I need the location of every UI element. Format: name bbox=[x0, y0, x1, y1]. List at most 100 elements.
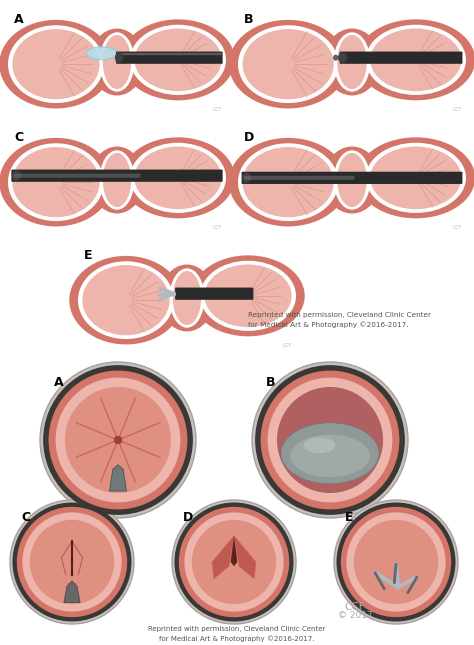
FancyBboxPatch shape bbox=[14, 174, 140, 178]
Ellipse shape bbox=[365, 25, 466, 95]
Text: A: A bbox=[14, 13, 24, 26]
Ellipse shape bbox=[200, 261, 296, 331]
FancyBboxPatch shape bbox=[8, 126, 226, 234]
Ellipse shape bbox=[243, 29, 334, 99]
Circle shape bbox=[255, 365, 405, 515]
Ellipse shape bbox=[238, 143, 338, 221]
Text: E: E bbox=[345, 511, 354, 524]
Circle shape bbox=[179, 507, 289, 617]
Ellipse shape bbox=[0, 20, 113, 108]
Circle shape bbox=[22, 512, 122, 611]
Ellipse shape bbox=[121, 137, 235, 219]
Ellipse shape bbox=[130, 143, 226, 213]
Ellipse shape bbox=[229, 138, 347, 226]
Polygon shape bbox=[212, 536, 234, 579]
Ellipse shape bbox=[115, 52, 123, 63]
Text: CCF: CCF bbox=[453, 107, 462, 112]
Polygon shape bbox=[64, 581, 80, 602]
Circle shape bbox=[10, 500, 134, 624]
Ellipse shape bbox=[135, 146, 222, 209]
Ellipse shape bbox=[103, 35, 131, 89]
Ellipse shape bbox=[242, 173, 251, 183]
Circle shape bbox=[17, 507, 127, 617]
Circle shape bbox=[354, 520, 438, 604]
Text: C: C bbox=[14, 131, 23, 144]
Ellipse shape bbox=[103, 153, 131, 207]
Text: D: D bbox=[183, 511, 193, 524]
Ellipse shape bbox=[204, 264, 292, 327]
Circle shape bbox=[43, 365, 193, 515]
Ellipse shape bbox=[333, 55, 338, 61]
Text: Reprinted with permission, Cleveland Clinic Center
for Medical Art & Photography: Reprinted with permission, Cleveland Cli… bbox=[148, 626, 326, 642]
Circle shape bbox=[12, 502, 131, 622]
Ellipse shape bbox=[243, 147, 334, 217]
Circle shape bbox=[261, 371, 400, 510]
Ellipse shape bbox=[130, 25, 226, 95]
Circle shape bbox=[334, 500, 458, 624]
FancyBboxPatch shape bbox=[238, 126, 466, 234]
Polygon shape bbox=[109, 465, 127, 491]
Ellipse shape bbox=[337, 153, 367, 207]
Circle shape bbox=[268, 377, 392, 502]
Ellipse shape bbox=[12, 147, 100, 217]
Circle shape bbox=[184, 512, 283, 611]
Polygon shape bbox=[231, 536, 237, 566]
Ellipse shape bbox=[173, 271, 201, 325]
Ellipse shape bbox=[323, 28, 381, 95]
Ellipse shape bbox=[370, 146, 462, 209]
Text: E: E bbox=[84, 249, 92, 262]
Circle shape bbox=[48, 371, 187, 510]
Ellipse shape bbox=[8, 143, 104, 221]
FancyBboxPatch shape bbox=[8, 8, 226, 116]
Text: B: B bbox=[266, 376, 275, 389]
Ellipse shape bbox=[334, 150, 370, 210]
Ellipse shape bbox=[100, 150, 135, 210]
FancyBboxPatch shape bbox=[175, 288, 254, 300]
FancyBboxPatch shape bbox=[244, 176, 355, 180]
Ellipse shape bbox=[160, 264, 214, 332]
Circle shape bbox=[65, 387, 171, 493]
Ellipse shape bbox=[86, 47, 117, 60]
Ellipse shape bbox=[121, 19, 235, 101]
Text: © 2017: © 2017 bbox=[337, 611, 373, 620]
Ellipse shape bbox=[370, 28, 462, 91]
Circle shape bbox=[40, 362, 196, 518]
Ellipse shape bbox=[338, 52, 347, 63]
Ellipse shape bbox=[303, 437, 335, 453]
FancyBboxPatch shape bbox=[238, 8, 466, 116]
Ellipse shape bbox=[90, 28, 144, 95]
Circle shape bbox=[192, 520, 276, 604]
Ellipse shape bbox=[100, 32, 135, 92]
Ellipse shape bbox=[82, 265, 170, 335]
Text: Reprinted with permission, Cleveland Clinic Center
for Medical Art & Photography: Reprinted with permission, Cleveland Cli… bbox=[248, 312, 431, 328]
FancyBboxPatch shape bbox=[78, 244, 296, 352]
Circle shape bbox=[172, 500, 296, 624]
Ellipse shape bbox=[337, 35, 367, 89]
Circle shape bbox=[114, 436, 122, 444]
Ellipse shape bbox=[135, 28, 222, 91]
Ellipse shape bbox=[356, 19, 474, 101]
Text: CCF: CCF bbox=[212, 107, 222, 112]
Ellipse shape bbox=[365, 143, 466, 213]
Ellipse shape bbox=[356, 137, 474, 219]
FancyBboxPatch shape bbox=[116, 52, 223, 64]
Circle shape bbox=[341, 507, 451, 617]
Ellipse shape bbox=[191, 255, 305, 336]
Text: CCF: CCF bbox=[212, 225, 222, 230]
Ellipse shape bbox=[69, 256, 182, 344]
Text: CCF: CCF bbox=[345, 602, 365, 612]
FancyBboxPatch shape bbox=[242, 172, 463, 184]
Ellipse shape bbox=[281, 422, 379, 484]
Circle shape bbox=[55, 377, 181, 502]
Circle shape bbox=[252, 362, 408, 518]
Ellipse shape bbox=[323, 146, 381, 213]
Ellipse shape bbox=[12, 170, 21, 181]
Text: C: C bbox=[21, 511, 30, 524]
Text: CCF: CCF bbox=[453, 225, 462, 230]
Circle shape bbox=[174, 502, 293, 622]
Circle shape bbox=[30, 520, 114, 604]
Circle shape bbox=[277, 387, 383, 493]
Ellipse shape bbox=[8, 25, 104, 103]
Ellipse shape bbox=[229, 20, 347, 108]
Ellipse shape bbox=[334, 32, 370, 92]
